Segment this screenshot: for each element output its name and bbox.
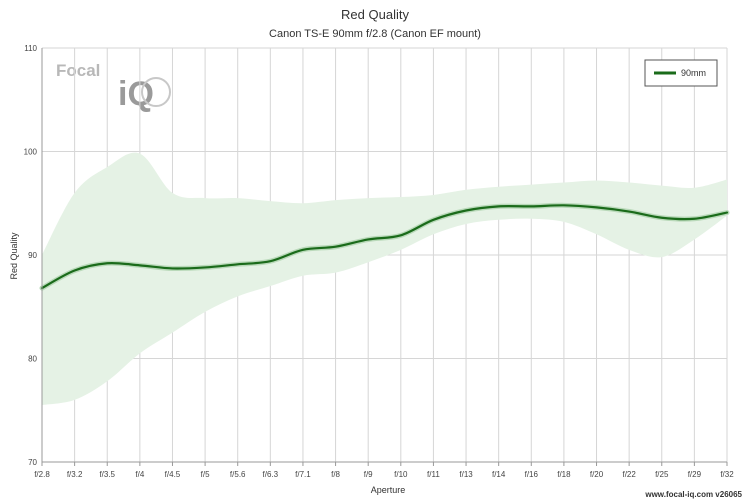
focal-iq-logo: Focal iQ [56, 61, 171, 113]
series-lines [39, 202, 730, 291]
confidence-band [42, 152, 727, 406]
legend: 90mm [644, 59, 718, 87]
x-tick-label: f/3.5 [99, 470, 115, 479]
axes: 70 80 90 100 110 f/2.8 f/3.2 f/3.5 f/4 f/4.5 f/5 f/… [24, 44, 735, 479]
y-tick-label: 110 [24, 44, 37, 53]
y-tick-label: 70 [28, 458, 37, 467]
series-line-90mm [40, 204, 729, 290]
x-tick-label: f/6.3 [263, 470, 279, 479]
x-tick-label: f/2.8 [34, 470, 50, 479]
x-tick-label: f/10 [394, 470, 408, 479]
logo-focal-text: Focal [56, 61, 100, 80]
x-tick-label: f/25 [655, 470, 669, 479]
credit-text: www.focal-iq.com v26065 [644, 490, 742, 499]
logo-lens-icon [141, 77, 171, 107]
x-tick-label: f/11 [427, 470, 440, 479]
series-band-90mm [42, 152, 727, 406]
x-tick-label: f/18 [557, 470, 571, 479]
x-tick-label: f/3.2 [67, 470, 83, 479]
chart-title: Red Quality [341, 7, 409, 22]
x-tick-label: f/29 [688, 470, 702, 479]
x-tick-label: f/5.6 [230, 470, 246, 479]
x-axis-title: Aperture [371, 485, 406, 495]
x-tick-label: f/4.5 [165, 470, 181, 479]
y-tick-label: 100 [24, 148, 38, 157]
x-tick-label: f/8 [331, 470, 340, 479]
x-tick-label: f/22 [622, 470, 636, 479]
y-axis-title: Red Quality [9, 232, 19, 280]
y-tick-label: 80 [28, 355, 37, 364]
x-tick-label: f/9 [364, 470, 373, 479]
x-tick-label: f/5 [201, 470, 210, 479]
chart-subtitle: Canon TS-E 90mm f/2.8 (Canon EF mount) [269, 28, 481, 40]
x-tick-label: f/7.1 [295, 470, 311, 479]
x-tick-label: f/14 [492, 470, 506, 479]
x-tick-label: f/32 [720, 470, 734, 479]
x-tick-label: f/16 [525, 470, 539, 479]
x-tick-label: f/4 [135, 470, 144, 479]
x-tick-label: f/13 [459, 470, 473, 479]
legend-label-90mm: 90mm [681, 68, 706, 78]
y-tick-label: 90 [28, 251, 37, 260]
x-tick-label: f/20 [590, 470, 604, 479]
